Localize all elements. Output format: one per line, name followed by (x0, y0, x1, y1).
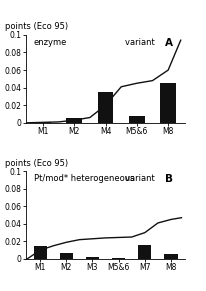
Bar (60, 253, 73, 259)
Text: points (Eco 95): points (Eco 95) (5, 159, 68, 168)
Bar (129, 116, 145, 123)
Bar (160, 83, 176, 123)
Text: enzyme: enzyme (34, 38, 67, 47)
Text: B: B (165, 174, 173, 184)
Bar (138, 245, 151, 259)
Bar (67, 118, 82, 123)
Bar (35, 122, 51, 123)
Bar (112, 258, 125, 259)
Text: variant: variant (125, 174, 157, 183)
Text: A: A (165, 38, 173, 47)
Bar (86, 257, 99, 259)
Text: variant: variant (125, 38, 157, 47)
Text: points (Eco 95): points (Eco 95) (5, 22, 68, 31)
Bar (34, 246, 47, 259)
Text: Pt/mod* heterogeneous: Pt/mod* heterogeneous (34, 174, 134, 183)
Bar (98, 92, 113, 123)
Bar (164, 254, 178, 259)
